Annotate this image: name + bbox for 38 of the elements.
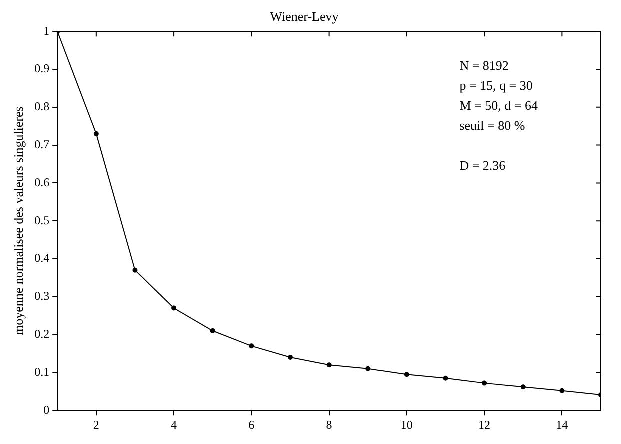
- point: [366, 366, 371, 372]
- chart-title: Wiener-Levy: [270, 9, 340, 24]
- y-axis-title: moyenne normalisee des valeurs singulieres: [11, 106, 26, 336]
- x-tick-label: 6: [248, 418, 255, 432]
- annotation: p = 15, q = 30: [460, 78, 533, 94]
- y-tick-label: 0.1: [34, 364, 50, 379]
- x-tick-label: 8: [326, 418, 332, 432]
- annotation: D = 2.36: [460, 158, 506, 174]
- point: [560, 388, 565, 394]
- point: [94, 131, 99, 136]
- annotation: seuil = 80 %: [460, 118, 526, 134]
- point: [326, 362, 332, 368]
- y-tick-label: 0.7: [34, 137, 50, 152]
- y-tick-label: 0.8: [34, 100, 50, 114]
- y-tick-label: 0: [44, 402, 50, 417]
- point: [210, 328, 216, 334]
- x-tick-label: 12: [478, 418, 491, 432]
- point: [288, 355, 293, 360]
- y-tick-label: 0.9: [34, 62, 50, 76]
- y-tick-label: 0.3: [34, 289, 50, 304]
- point: [443, 376, 448, 381]
- y-tick-label: 0.6: [34, 175, 50, 190]
- y-tick-label: 0.2: [34, 326, 50, 341]
- point: [520, 384, 526, 390]
- point: [249, 344, 254, 349]
- x-tick-label: 2: [93, 418, 100, 432]
- x-tick-label: 14: [556, 418, 568, 432]
- y-tick-label: 1: [44, 24, 50, 38]
- x-tick-label: 4: [171, 418, 178, 432]
- y-tick-label: 0.5: [34, 213, 50, 228]
- y-tick-label: 0.4: [34, 251, 50, 266]
- annotation: M = 50, d = 64: [460, 98, 538, 114]
- point: [132, 268, 138, 273]
- point: [404, 372, 410, 378]
- point: [482, 380, 488, 386]
- point: [172, 306, 177, 311]
- x-tick-label: 10: [400, 418, 413, 432]
- annotation: N = 8192: [460, 58, 509, 74]
